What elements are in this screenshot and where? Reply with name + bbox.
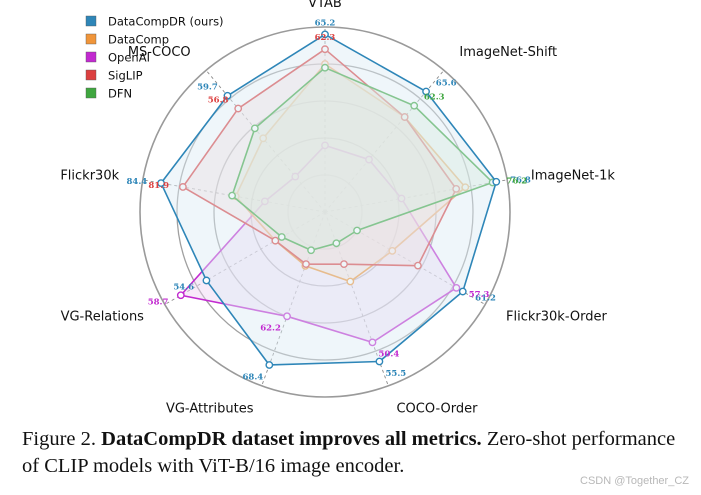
radar-chart: 65.2 65.6 76.8 61.2 55.5 68.4 54.6 84.4 59.7 57.3…: [60, 0, 615, 416]
legend-label-dfn: DFN: [108, 87, 132, 101]
watermark: CSDN @Together_CZ: [580, 475, 689, 487]
caption-bold: DataCompDR dataset improves all metrics.: [101, 428, 482, 450]
axis-label-imagenet-shift: ImageNet-Shift: [459, 45, 557, 60]
series-datacompdr-point: [265, 361, 274, 369]
series-openai-point: [291, 172, 300, 181]
axis-label-coco-order: COCO-Order: [396, 401, 478, 416]
spoke-vg-relations: [164, 211, 326, 305]
series-datacomp-polygon: [234, 63, 467, 283]
series-siglip-point: [321, 45, 329, 54]
series-openai-point: [368, 338, 377, 347]
spoke-imagenet-shift: [324, 69, 445, 213]
data-label-siglip: 56.8: [208, 95, 229, 105]
figure-caption: Figure 2. DataCompDR dataset improves al…: [22, 426, 682, 480]
legend-label-siglip: SigLIP: [108, 69, 143, 83]
series-datacomp-point: [461, 183, 470, 192]
series-datacompdr-point: [422, 87, 430, 96]
series-openai-point: [260, 197, 269, 206]
series-openai-point: [365, 155, 373, 164]
axis-label-vg-relations: VG-Relations: [61, 310, 145, 325]
legend-label-datacompdr: DataCompDR (ours): [108, 15, 224, 29]
series-datacompdr-point: [458, 287, 467, 296]
legend-swatch-datacompdr: [85, 15, 97, 27]
spoke-vg-attributes: [261, 211, 326, 386]
data-label-datacompdr: 54.6: [173, 282, 194, 292]
series-datacompdr-point: [157, 179, 165, 187]
legend-swatch-openai: [85, 51, 97, 63]
series-datacomp-point: [259, 134, 268, 143]
data-label-dfn: 76.2: [506, 176, 527, 186]
caption-label: Figure 2.: [22, 428, 97, 450]
data-label-datacompdr: 65.6: [436, 78, 457, 88]
data-label-dfn: 62.3: [424, 93, 445, 103]
data-label-datacompdr: 65.2: [315, 18, 336, 28]
series-siglip-point: [178, 183, 187, 191]
data-label-openai: 62.2: [260, 324, 281, 334]
spoke-flickr30k-order: [324, 211, 486, 305]
series-datacompdr-point: [375, 357, 384, 366]
legend-swatch-datacomp: [85, 33, 97, 45]
series-siglip-point: [340, 260, 348, 269]
series-siglip-point: [271, 236, 280, 245]
data-label-openai: 50.4: [379, 350, 400, 360]
legend-swatch-siglip: [85, 69, 97, 81]
series-openai-point: [397, 194, 406, 203]
series-dfn-point: [332, 239, 341, 248]
series-openai-point: [283, 312, 291, 321]
series-datacomp-point: [346, 277, 355, 286]
series-openai-point: [321, 141, 329, 150]
data-label-datacompdr: 61.2: [475, 294, 496, 304]
series-dfn-polygon: [231, 66, 494, 252]
series-datacompdr-point: [202, 276, 211, 285]
data-label-siglip: 62.3: [315, 33, 336, 43]
series-datacompdr-polygon: [160, 33, 498, 366]
series-dfn-point: [228, 191, 236, 200]
spoke-imagenet-1k: [324, 179, 508, 213]
series-dfn-point: [410, 101, 419, 110]
legend-swatch-dfn: [85, 87, 97, 99]
legend-label-openai: OpenAI: [108, 51, 150, 65]
data-label-datacompdr: 68.4: [243, 372, 264, 382]
axis-label-flickr30k: Flickr30k: [60, 169, 119, 184]
data-label-datacompdr: 84.4: [127, 177, 148, 187]
axis-label-vg-attributes: VG-Attributes: [166, 401, 254, 416]
axis-labels: VTAB ImageNet-Shift ImageNet-1k Flickr30k-O…: [60, 0, 615, 416]
series-siglip-point: [400, 113, 409, 121]
series-openai-polygon: [180, 144, 458, 344]
series-siglip-point: [302, 260, 310, 269]
series-dfn-point: [321, 63, 329, 72]
series-siglip-point: [452, 184, 461, 193]
data-label-siglip: 81.9: [148, 181, 169, 191]
series-datacompdr-point: [492, 177, 501, 186]
series-dfn-point: [307, 246, 315, 255]
series-openai-point: [452, 283, 461, 292]
data-label-openai: 57.3: [469, 290, 490, 300]
legend: DataCompDR (ours) DataComp OpenAI SigLIP DFN: [85, 15, 224, 101]
caption-rest: Zero-shot performance of CLIP models wit…: [22, 428, 676, 477]
series-datacomp-point: [388, 246, 397, 255]
radar-series: 65.2 65.6 76.8 61.2 55.5 68.4 54.6 84.4 59.7 57.3…: [127, 18, 531, 382]
axis-label-imagenet-1k: ImageNet-1k: [531, 169, 615, 184]
data-label-openai: 58.7: [148, 297, 169, 307]
series-dfn-point: [353, 226, 361, 235]
series-dfn-point: [277, 233, 286, 241]
series-siglip-point: [234, 104, 243, 113]
series-datacompdr-point: [321, 30, 329, 39]
axis-label-flickr30k-order: Flickr30k-Order: [506, 310, 607, 325]
grid-circle-5: [139, 26, 511, 398]
data-label-datacompdr: 76.8: [510, 176, 531, 186]
series-openai-point: [176, 291, 185, 300]
axis-label-ms-coco: MS-COCO: [128, 45, 191, 60]
series-dfn-point: [250, 124, 259, 133]
series-siglip-point: [414, 261, 422, 270]
data-label-datacompdr: 59.7: [197, 83, 218, 93]
series-datacompdr-point: [223, 91, 232, 100]
axis-label-vtab: VTAB: [308, 0, 342, 11]
data-label-datacompdr: 55.5: [386, 369, 407, 379]
legend-label-datacomp: DataComp: [108, 33, 169, 47]
